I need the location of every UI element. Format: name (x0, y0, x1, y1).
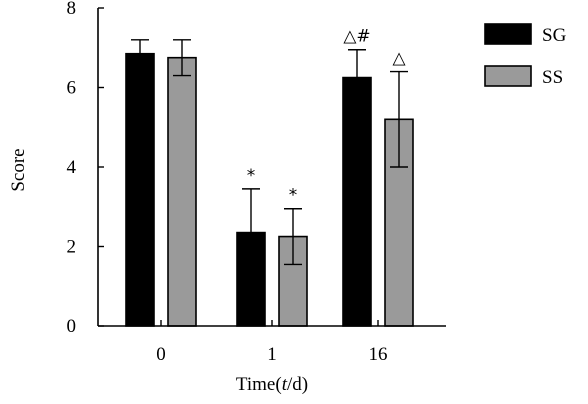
bar-ss (167, 56, 197, 327)
x-tick-label: 0 (156, 344, 166, 365)
x-ticks: 0 1 16 (156, 320, 388, 365)
legend-swatch-ss (484, 65, 532, 87)
significance-marker: * (247, 166, 256, 186)
legend-label-ss: SS (542, 67, 563, 88)
significance-marker: * (289, 186, 298, 206)
y-axis-title: Score (8, 148, 29, 191)
bar-sg (342, 76, 372, 327)
x-axis-title: Time(t/d) (236, 374, 308, 395)
y-tick-label: 2 (67, 237, 77, 258)
y-ticks: 0 2 4 6 8 (67, 0, 104, 337)
x-tick-label: 16 (369, 344, 388, 365)
x-tick-label: 1 (267, 344, 277, 365)
y-tick-label: 8 (67, 0, 77, 19)
significance-marker: △# (343, 27, 370, 47)
significance-marker: △ (392, 49, 406, 69)
legend-swatch-sg (484, 23, 532, 45)
bar-sg (125, 52, 155, 327)
y-tick-label: 4 (67, 157, 77, 178)
y-tick-label: 0 (67, 316, 77, 337)
y-tick-label: 6 (67, 78, 77, 99)
legend-label-sg: SG (542, 25, 567, 46)
legend: SG SS (484, 23, 567, 88)
plot-area: * * △# △ (125, 27, 414, 327)
